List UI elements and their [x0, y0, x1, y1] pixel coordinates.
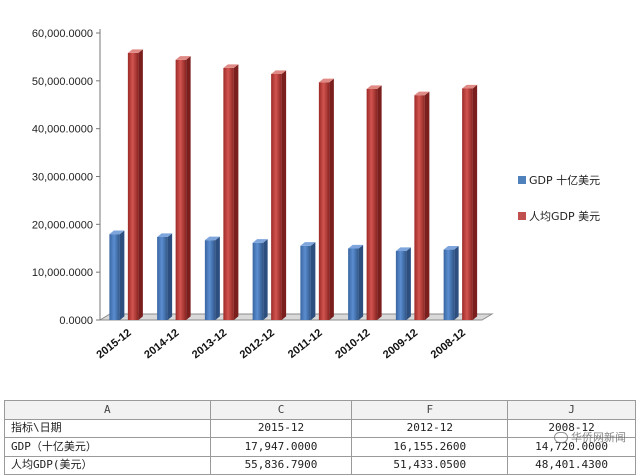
bar [127, 52, 139, 320]
table-cell: 16,155.2600 [351, 437, 509, 457]
bar [175, 59, 187, 320]
bar-top [223, 64, 239, 68]
x-tick-label: 2013-12 [190, 327, 229, 361]
table-cell: 2015-12 [209, 418, 353, 438]
bar-side [377, 85, 382, 321]
table-row: GDP（十亿美元） 17,947.0000 16,155.2600 14,720… [4, 437, 636, 457]
x-tick-label: 2014-12 [142, 327, 181, 361]
bar-side [167, 233, 173, 320]
bar-side [472, 84, 478, 321]
x-tick-label: 2009-12 [381, 327, 420, 361]
y-tick-label: 0.0000 [59, 315, 93, 327]
bar-top [252, 239, 268, 243]
x-tick-label: 2011-12 [286, 327, 325, 361]
bar-top [443, 245, 459, 250]
column-letter-row: A C F J [4, 400, 636, 420]
bar [223, 67, 234, 320]
x-tick-label: 2012-12 [238, 327, 277, 361]
column-letter: J [507, 400, 636, 420]
bar-side [454, 245, 459, 320]
y-tick-label: 50,000.0000 [32, 76, 93, 88]
table-cell: 17,947.0000 [209, 437, 353, 457]
axes [96, 29, 494, 321]
bar-top [175, 56, 191, 60]
bar-side [186, 56, 191, 320]
legend-swatch-gdp [518, 176, 526, 184]
bar-side [329, 78, 334, 320]
table-cell: 51,433.0500 [351, 455, 509, 475]
legend: GDP 十亿美元 人均GDP 美元 [518, 172, 600, 244]
legend-item-gdp: GDP 十亿美元 [518, 172, 600, 188]
bar [157, 237, 168, 320]
bar [271, 73, 282, 320]
table-cell: 14,720.0000 [507, 437, 636, 457]
table-row: 人均GDP(美元） 55,836.7900 51,433.0500 48,401… [4, 455, 636, 475]
data-table: A C F J 指标\日期 2015-12 2012-12 2008-12 GD… [4, 400, 636, 475]
bar [252, 242, 264, 320]
x-tick-label: 2015-12 [95, 327, 134, 361]
bar-top [462, 84, 478, 89]
bar-side [310, 242, 316, 320]
column-letter: F [351, 400, 509, 420]
column-letter: A [4, 400, 211, 420]
column-letter: C [209, 400, 353, 420]
watermark: 华侨网新闻 [554, 429, 626, 445]
wechat-icon [554, 431, 568, 443]
bar-top [109, 230, 125, 235]
bar [204, 240, 216, 320]
y-tick-label: 60,000.0000 [32, 28, 93, 40]
table-row: 指标\日期 2015-12 2012-12 2008-12 [4, 418, 636, 438]
bar [395, 251, 407, 320]
table-cell: 2012-12 [351, 418, 509, 438]
bar-top [366, 85, 382, 89]
x-tick-label: 2008-12 [429, 327, 468, 361]
legend-label-gdp-per-capita: 人均GDP 美元 [529, 210, 601, 223]
bar-top [300, 242, 316, 246]
bar [300, 245, 311, 320]
y-tick-label: 20,000.0000 [32, 219, 93, 231]
bar [109, 234, 120, 320]
y-tick-label: 40,000.0000 [32, 124, 93, 136]
bar-side [281, 70, 287, 320]
table-cell: GDP（十亿美元） [4, 437, 211, 457]
bar-side [263, 239, 268, 320]
bar-side [233, 64, 239, 321]
chart-area: 0.0000 10,000.0000 20,000.0000 30,000.0000 4… [32, 28, 600, 361]
bar-top [204, 236, 220, 241]
table-cell: 人均GDP(美元） [4, 455, 211, 475]
bar-side [406, 247, 411, 320]
table-cell: 48,401.4300 [507, 455, 636, 475]
bar-side [215, 236, 220, 320]
bar [318, 82, 330, 320]
bar [443, 249, 455, 320]
bar-top [414, 91, 430, 96]
y-tick-label: 30,000.0000 [32, 172, 93, 184]
table-cell: 指标\日期 [4, 418, 211, 438]
bar-side [138, 49, 143, 320]
legend-item-gdp-per-capita: 人均GDP 美元 [518, 208, 600, 224]
bar [414, 95, 425, 320]
bar [366, 88, 378, 320]
bar-side [119, 230, 125, 320]
table-cell: 55,836.7900 [209, 455, 353, 475]
legend-swatch-gdp-per-capita [518, 212, 526, 220]
bar-top [271, 70, 287, 74]
watermark-text: 华侨网新闻 [571, 431, 626, 444]
x-tick-label: 2010-12 [333, 327, 372, 361]
bar-side [424, 91, 430, 320]
legend-label-gdp: GDP 十亿美元 [529, 174, 601, 187]
bars [109, 49, 478, 321]
bar-top [127, 49, 143, 53]
bar-top [395, 247, 411, 252]
bar [348, 248, 359, 320]
bar-top [348, 244, 364, 249]
bar-side [358, 244, 364, 320]
bar-chart: 0.0000 10,000.0000 20,000.0000 30,000.0000 4… [32, 28, 494, 361]
bar [462, 88, 473, 320]
bar-top [318, 78, 334, 83]
y-tick-label: 10,000.0000 [32, 267, 93, 279]
bar-top [157, 233, 173, 238]
